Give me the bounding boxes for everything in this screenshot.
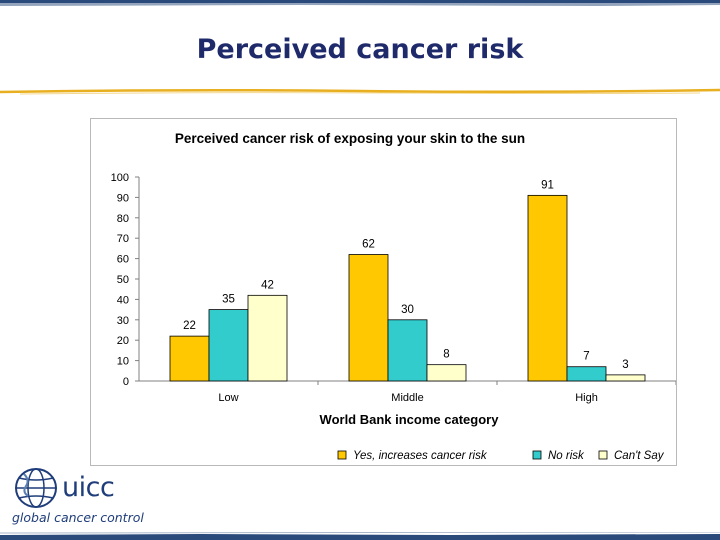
- slide-title: Perceived cancer risk: [196, 34, 524, 65]
- data-label: 7: [583, 351, 589, 363]
- y-tick-label: 20: [117, 335, 129, 347]
- y-tick-label: 70: [117, 233, 129, 245]
- y-tick-label: 30: [117, 315, 129, 327]
- bar: [527, 194, 568, 382]
- y-tick-label: 10: [117, 356, 129, 368]
- data-label: 3: [622, 359, 628, 371]
- bar: [566, 366, 607, 382]
- data-label: 22: [183, 320, 196, 332]
- data-label: 91: [541, 179, 554, 191]
- legend-label: No risk: [548, 450, 585, 462]
- legend-swatch: [337, 450, 347, 460]
- legend-swatch: [532, 450, 542, 460]
- data-label: 62: [362, 239, 375, 251]
- legend-label: Can't Say: [614, 450, 665, 462]
- y-tick-label: 60: [117, 254, 129, 266]
- data-label: 35: [222, 294, 235, 306]
- x-axis-label: World Bank income category: [320, 412, 500, 427]
- bar: [247, 294, 288, 382]
- x-tick-label: Middle: [391, 392, 423, 404]
- bar: [605, 374, 646, 382]
- y-tick-label: 90: [117, 192, 129, 204]
- bar-chart: Perceived cancer risk of exposing your s…: [111, 131, 676, 462]
- bottom-decorative-band: [0, 532, 720, 540]
- data-label: 8: [443, 349, 449, 361]
- bar: [348, 254, 389, 382]
- globe-icon: [15, 468, 57, 508]
- bar: [387, 319, 428, 382]
- x-tick-label: Low: [218, 392, 238, 404]
- legend-swatch: [598, 450, 608, 460]
- y-tick-label: 80: [117, 213, 129, 225]
- bar: [208, 309, 249, 382]
- legend-label: Yes, increases cancer risk: [353, 450, 488, 462]
- data-label: 42: [261, 279, 274, 291]
- title-underline-rule: [0, 88, 720, 95]
- y-tick-label: 40: [117, 294, 129, 306]
- x-tick-label: High: [575, 392, 598, 404]
- logo-tagline: global cancer control: [12, 510, 144, 525]
- uicc-logo: uicc global cancer control: [10, 466, 144, 530]
- chart-title: Perceived cancer risk of exposing your s…: [175, 131, 525, 146]
- y-tick-label: 0: [123, 376, 129, 388]
- y-tick-label: 50: [117, 274, 129, 286]
- y-tick-label: 100: [111, 172, 129, 184]
- top-decorative-band: [0, 0, 720, 6]
- chart-panel: Perceived cancer risk of exposing your s…: [90, 118, 677, 466]
- logo-wordmark: uicc: [62, 472, 115, 503]
- bar: [426, 364, 467, 382]
- bar: [169, 335, 210, 382]
- data-label: 30: [401, 304, 414, 316]
